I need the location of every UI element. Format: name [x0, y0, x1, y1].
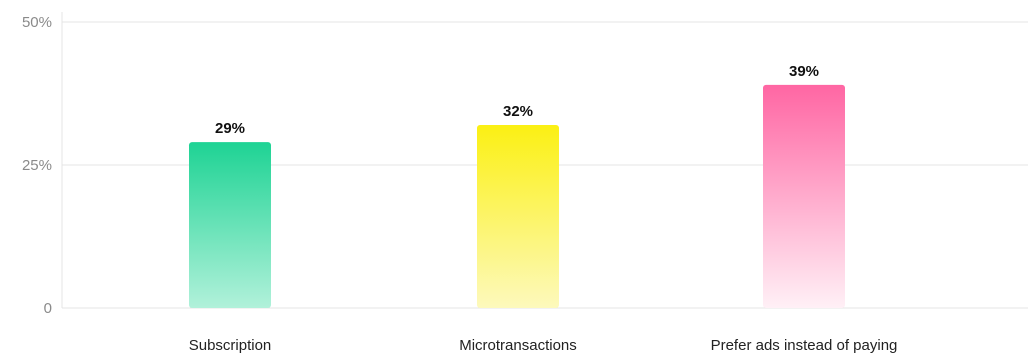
data-label: 32%	[503, 103, 533, 120]
labels: 0 25% 50% 29% Subscription 32% Microtransactio…	[22, 14, 897, 354]
y-tick-label: 25%	[22, 157, 52, 174]
bar-subscription	[189, 142, 271, 308]
x-category-label: Prefer ads instead of paying	[711, 337, 898, 354]
x-category-label: Subscription	[189, 337, 272, 354]
bars	[189, 84, 845, 309]
data-label: 29%	[215, 120, 245, 137]
bar-prefer-ads-instead-of-paying	[763, 84, 845, 308]
bar-microtransactions	[477, 124, 559, 309]
data-label: 39%	[789, 63, 819, 80]
y-tick-label: 50%	[22, 14, 52, 31]
x-category-label: Microtransactions	[459, 337, 577, 354]
y-tick-label: 0	[44, 300, 52, 317]
